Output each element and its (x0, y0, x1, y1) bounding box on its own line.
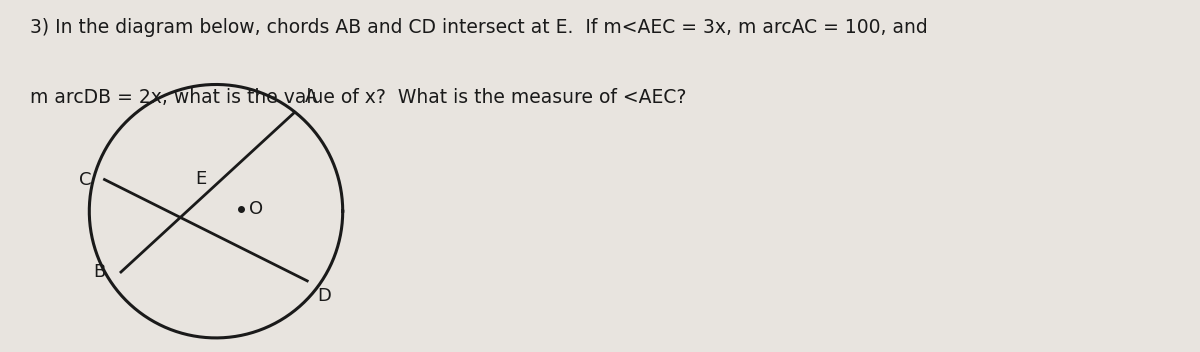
Text: B: B (94, 263, 106, 281)
Text: E: E (196, 170, 206, 188)
Text: C: C (79, 170, 92, 189)
Text: O: O (248, 200, 263, 218)
Text: m arcDB = 2x, what is the value of x?  What is the measure of <AEC?: m arcDB = 2x, what is the value of x? Wh… (30, 88, 686, 107)
Text: 3) In the diagram below, chords AB and CD intersect at E.  If m<AEC = 3x, m arcA: 3) In the diagram below, chords AB and C… (30, 18, 928, 37)
Text: D: D (317, 287, 331, 305)
Text: A: A (305, 88, 317, 106)
